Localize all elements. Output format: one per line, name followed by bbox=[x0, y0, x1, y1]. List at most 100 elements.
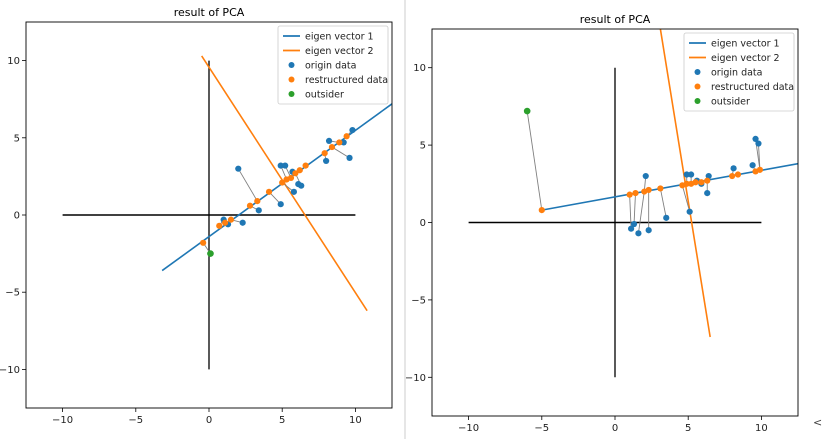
origin-data-point bbox=[277, 162, 284, 169]
legend-box bbox=[277, 25, 389, 105]
origin-data-point bbox=[239, 219, 246, 226]
origin-data-point bbox=[298, 182, 305, 189]
chart-left: result of PCA −10 −5 0 5 10 −10 −5 0 5 10 eigen vec… bbox=[0, 6, 393, 426]
legend-swatch-restructured bbox=[288, 76, 295, 83]
restructured-data-point bbox=[222, 219, 229, 226]
restructured-data-point bbox=[227, 216, 235, 223]
y-tick-label: 5 bbox=[14, 133, 20, 144]
origin-data-point bbox=[752, 135, 759, 143]
restructured-data-point bbox=[216, 222, 223, 229]
restructured-data-point bbox=[657, 185, 664, 192]
plot-frame bbox=[25, 21, 393, 409]
restructured-data-point bbox=[296, 167, 303, 174]
x-tick-label: 0 bbox=[612, 423, 618, 434]
y-tick-label: −5 bbox=[5, 288, 20, 299]
origin-data-point bbox=[323, 157, 330, 165]
restructured-data-point bbox=[683, 180, 690, 187]
legend-label: eigen vector 1 bbox=[305, 32, 374, 43]
legend-label: outsider bbox=[305, 90, 344, 101]
restructured-data-point bbox=[336, 139, 343, 146]
origin-data-point bbox=[645, 227, 652, 234]
x-tick-label: −5 bbox=[534, 423, 549, 434]
restructured-data-point bbox=[734, 171, 742, 178]
x-tick-label: 0 bbox=[206, 415, 212, 426]
y-tick-label: −10 bbox=[0, 365, 20, 376]
restructured-data-point bbox=[328, 143, 336, 151]
x-tick-label: −5 bbox=[128, 415, 143, 426]
restructured-data-point bbox=[292, 170, 299, 177]
origin-data-point bbox=[730, 165, 737, 172]
y-tick-label: −5 bbox=[411, 295, 426, 306]
legend-label: origin data bbox=[711, 68, 762, 79]
origin-data-point bbox=[686, 208, 693, 215]
restructured-data-point bbox=[287, 174, 295, 182]
legend-label: eigen vector 1 bbox=[711, 39, 780, 50]
legend-label: eigen vector 2 bbox=[711, 53, 780, 64]
origin-data-point bbox=[346, 154, 353, 161]
x-tick-label: −10 bbox=[52, 415, 73, 426]
x-tick-label: 5 bbox=[685, 423, 691, 434]
x-tick-label: 5 bbox=[279, 415, 285, 426]
origin-data-point bbox=[749, 162, 756, 169]
origin-data-point bbox=[340, 139, 347, 146]
legend-swatch-origin bbox=[694, 69, 701, 75]
x-tick-label: 10 bbox=[349, 415, 362, 426]
restructured-data-point bbox=[538, 207, 545, 214]
projection-link bbox=[633, 193, 636, 225]
projection-link bbox=[659, 188, 667, 218]
legend-label: restructured data bbox=[305, 75, 388, 86]
origin-data-point bbox=[290, 188, 298, 195]
x-tick-label: 10 bbox=[755, 423, 768, 434]
projection-link bbox=[681, 185, 691, 212]
legend-box bbox=[683, 32, 795, 112]
legend-swatch-origin bbox=[288, 62, 295, 68]
y-tick-label: 10 bbox=[413, 63, 426, 74]
chart-title: result of PCA bbox=[174, 6, 245, 19]
projection-link bbox=[331, 146, 350, 159]
legend: eigen vector 1 eigen vector 2 origin data r… bbox=[683, 32, 795, 112]
plot-frame bbox=[431, 28, 799, 417]
chart-right: result of PCA −10 −5 0 5 10 −10 −5 0 5 10 eigen vec… bbox=[405, 13, 799, 434]
origin-data-point bbox=[704, 189, 711, 197]
projection-link bbox=[237, 168, 258, 202]
restructured-data-point bbox=[200, 239, 207, 246]
legend-label: eigen vector 2 bbox=[305, 46, 374, 57]
chart-title: result of PCA bbox=[580, 13, 651, 26]
legend-label: outsider bbox=[711, 97, 750, 108]
panel-divider bbox=[404, 0, 406, 439]
legend-swatch-outsider bbox=[694, 98, 701, 104]
restructured-data-point bbox=[246, 202, 254, 209]
restructured-data-point bbox=[645, 186, 652, 194]
x-tick-label: −10 bbox=[458, 423, 479, 434]
restructured-data-point bbox=[692, 179, 699, 186]
origin-data-point bbox=[255, 207, 262, 214]
origin-data-point bbox=[635, 230, 642, 237]
restructured-data-point bbox=[729, 172, 736, 180]
plot-area bbox=[468, 29, 798, 378]
y-tick-label: 5 bbox=[420, 141, 426, 152]
restructured-data-point bbox=[756, 166, 764, 173]
restructured-data-point bbox=[302, 162, 309, 169]
figure-corner-mark: < bbox=[813, 416, 823, 429]
origin-data-point bbox=[282, 162, 289, 169]
legend-swatch-restructured bbox=[694, 83, 701, 90]
y-tick-label: 10 bbox=[7, 56, 20, 67]
plot-area bbox=[62, 55, 392, 370]
y-tick-label: 0 bbox=[14, 211, 20, 222]
origin-data-point bbox=[683, 171, 690, 178]
projection-link bbox=[526, 110, 543, 211]
origin-data-point bbox=[663, 214, 670, 221]
restructured-data-point bbox=[279, 179, 286, 186]
restructured-data-point bbox=[704, 177, 711, 184]
legend-label: origin data bbox=[305, 61, 356, 72]
y-tick-label: −10 bbox=[405, 373, 426, 384]
projection-link bbox=[758, 143, 761, 170]
origin-data-point bbox=[642, 172, 649, 180]
restructured-data-point bbox=[632, 189, 639, 197]
projection-link bbox=[637, 191, 645, 234]
origin-data-point bbox=[277, 201, 284, 208]
y-tick-label: 0 bbox=[420, 218, 426, 229]
outsider-point bbox=[207, 250, 214, 257]
restructured-data-point bbox=[343, 133, 350, 140]
